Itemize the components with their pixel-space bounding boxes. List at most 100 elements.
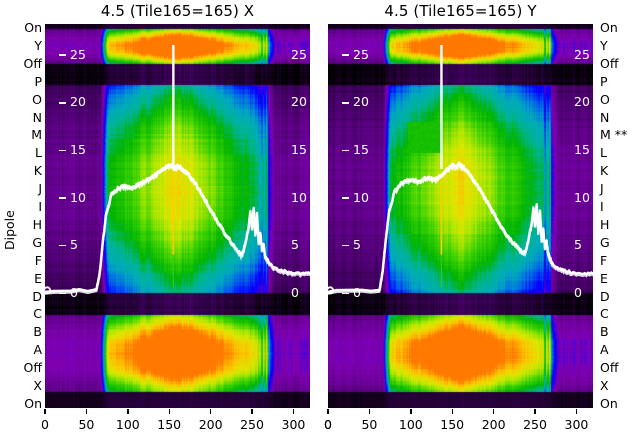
category-tick-label: O	[32, 91, 42, 107]
ytick-label: 5	[291, 237, 299, 253]
xtick-mark	[292, 409, 295, 414]
category-tick-label: P	[600, 73, 608, 89]
xtick-label: 100	[115, 417, 140, 432]
category-tick-label: B	[600, 324, 609, 340]
xtick-mark	[451, 409, 453, 414]
category-tick-label: E	[600, 270, 608, 286]
xtick-label: 150	[440, 417, 465, 432]
xtick-mark	[127, 409, 129, 414]
xtick-mark	[575, 409, 578, 414]
category-tick-label: P	[34, 73, 42, 89]
ytick-label: 10	[574, 189, 590, 205]
category-tick-label: E	[34, 270, 42, 286]
category-tick-label: X	[600, 378, 609, 394]
category-tick-label: A	[33, 342, 42, 358]
panel-y-heatmap	[328, 24, 593, 408]
ytick-label: 5	[342, 237, 361, 252]
category-tick-label: C	[33, 306, 42, 322]
category-tick-label: Y	[600, 37, 608, 53]
xtick-label: 0	[324, 417, 332, 432]
category-tick-label: Off	[23, 360, 42, 376]
ytick-label: 15	[291, 141, 307, 157]
xtick-mark	[168, 409, 170, 414]
ytick-label: 20	[342, 94, 369, 109]
category-tick-label: Off	[23, 55, 42, 71]
xtick-label: 300	[281, 417, 306, 432]
ytick-label: 10	[59, 190, 86, 205]
category-tick-label: Off	[600, 360, 619, 376]
category-tick-label: On	[600, 396, 618, 411]
category-tick-label: D	[600, 288, 610, 304]
category-tick-label: H	[32, 216, 42, 232]
category-tick-label: N	[600, 109, 610, 125]
ytick-label: 5	[574, 237, 582, 253]
xtick-label: 50	[361, 417, 378, 432]
ytick-label: 15	[342, 142, 369, 157]
panel-x-heatmap	[45, 24, 310, 408]
panel-x-title: 4.5 (Tile165=165) X	[100, 2, 255, 20]
category-tick-label: K	[600, 163, 609, 179]
ytick-label: 20	[574, 94, 590, 110]
xtick-mark	[209, 409, 212, 414]
panel-y-plot[interactable]	[328, 24, 593, 408]
category-tick-label: M **	[600, 127, 628, 143]
category-tick-label: J	[38, 181, 42, 197]
category-tick-label: G	[32, 234, 42, 250]
category-tick-label: On	[24, 20, 42, 35]
category-tick-label: N	[32, 109, 42, 125]
category-tick-label: I	[600, 199, 604, 215]
xtick-label: 250	[523, 417, 547, 432]
ytick-label: 25	[342, 47, 369, 62]
xtick-label: 0	[324, 417, 332, 432]
xtick-mark	[44, 409, 46, 414]
xtick-label: 150	[157, 417, 182, 432]
xtick-label: 250	[240, 417, 264, 432]
ytick-label: 10	[342, 190, 369, 205]
category-tick-label: L	[35, 145, 42, 161]
ytick-label: 5	[59, 237, 78, 252]
category-tick-label: F	[600, 252, 608, 268]
category-tick-label: On	[24, 396, 42, 411]
category-tick-label: G	[600, 234, 610, 250]
ytick-label: 20	[291, 94, 307, 110]
ytick-label: 0	[291, 284, 299, 300]
category-tick-label: D	[32, 288, 42, 304]
xtick-mark	[492, 409, 495, 414]
ytick-label: 10	[291, 189, 307, 205]
category-tick-label: X	[33, 378, 42, 394]
xtick-mark	[251, 409, 253, 414]
xtick-label: 50	[78, 417, 95, 432]
category-tick-label: A	[600, 342, 609, 358]
category-tick-label: L	[600, 145, 607, 161]
xtick-mark	[410, 409, 412, 414]
category-tick-label: F	[34, 252, 42, 268]
xtick-label: 100	[398, 417, 423, 432]
category-tick-label: Y	[34, 37, 42, 53]
ytick-label: 0	[342, 285, 361, 300]
xtick-label: 300	[564, 417, 589, 432]
panel-x-plot[interactable]	[45, 24, 310, 408]
category-tick-label: H	[600, 216, 610, 232]
category-tick-label: On	[600, 20, 618, 35]
category-tick-label: O	[600, 91, 610, 107]
panel-y-title: 4.5 (Tile165=165) Y	[384, 2, 537, 20]
ytick-label: 25	[291, 46, 307, 62]
xtick-label: 200	[198, 417, 223, 432]
ytick-label: 0	[574, 284, 582, 300]
category-tick-label: M	[31, 127, 42, 143]
ytick-label: 15	[574, 141, 590, 157]
xtick-label: 0	[41, 417, 49, 432]
xtick-mark	[327, 409, 329, 414]
ytick-label: 25	[574, 46, 590, 62]
category-tick-label: C	[600, 306, 609, 322]
category-tick-label: B	[33, 324, 42, 340]
ytick-label: 20	[59, 94, 86, 109]
category-tick-label: K	[33, 163, 42, 179]
xtick-mark	[368, 409, 371, 414]
ytick-label: 25	[59, 47, 86, 62]
xtick-mark	[85, 409, 88, 414]
category-tick-label: J	[600, 181, 604, 197]
category-tick-label: I	[38, 199, 42, 215]
ytick-label: 0	[59, 285, 78, 300]
category-tick-label: Off	[600, 55, 619, 71]
